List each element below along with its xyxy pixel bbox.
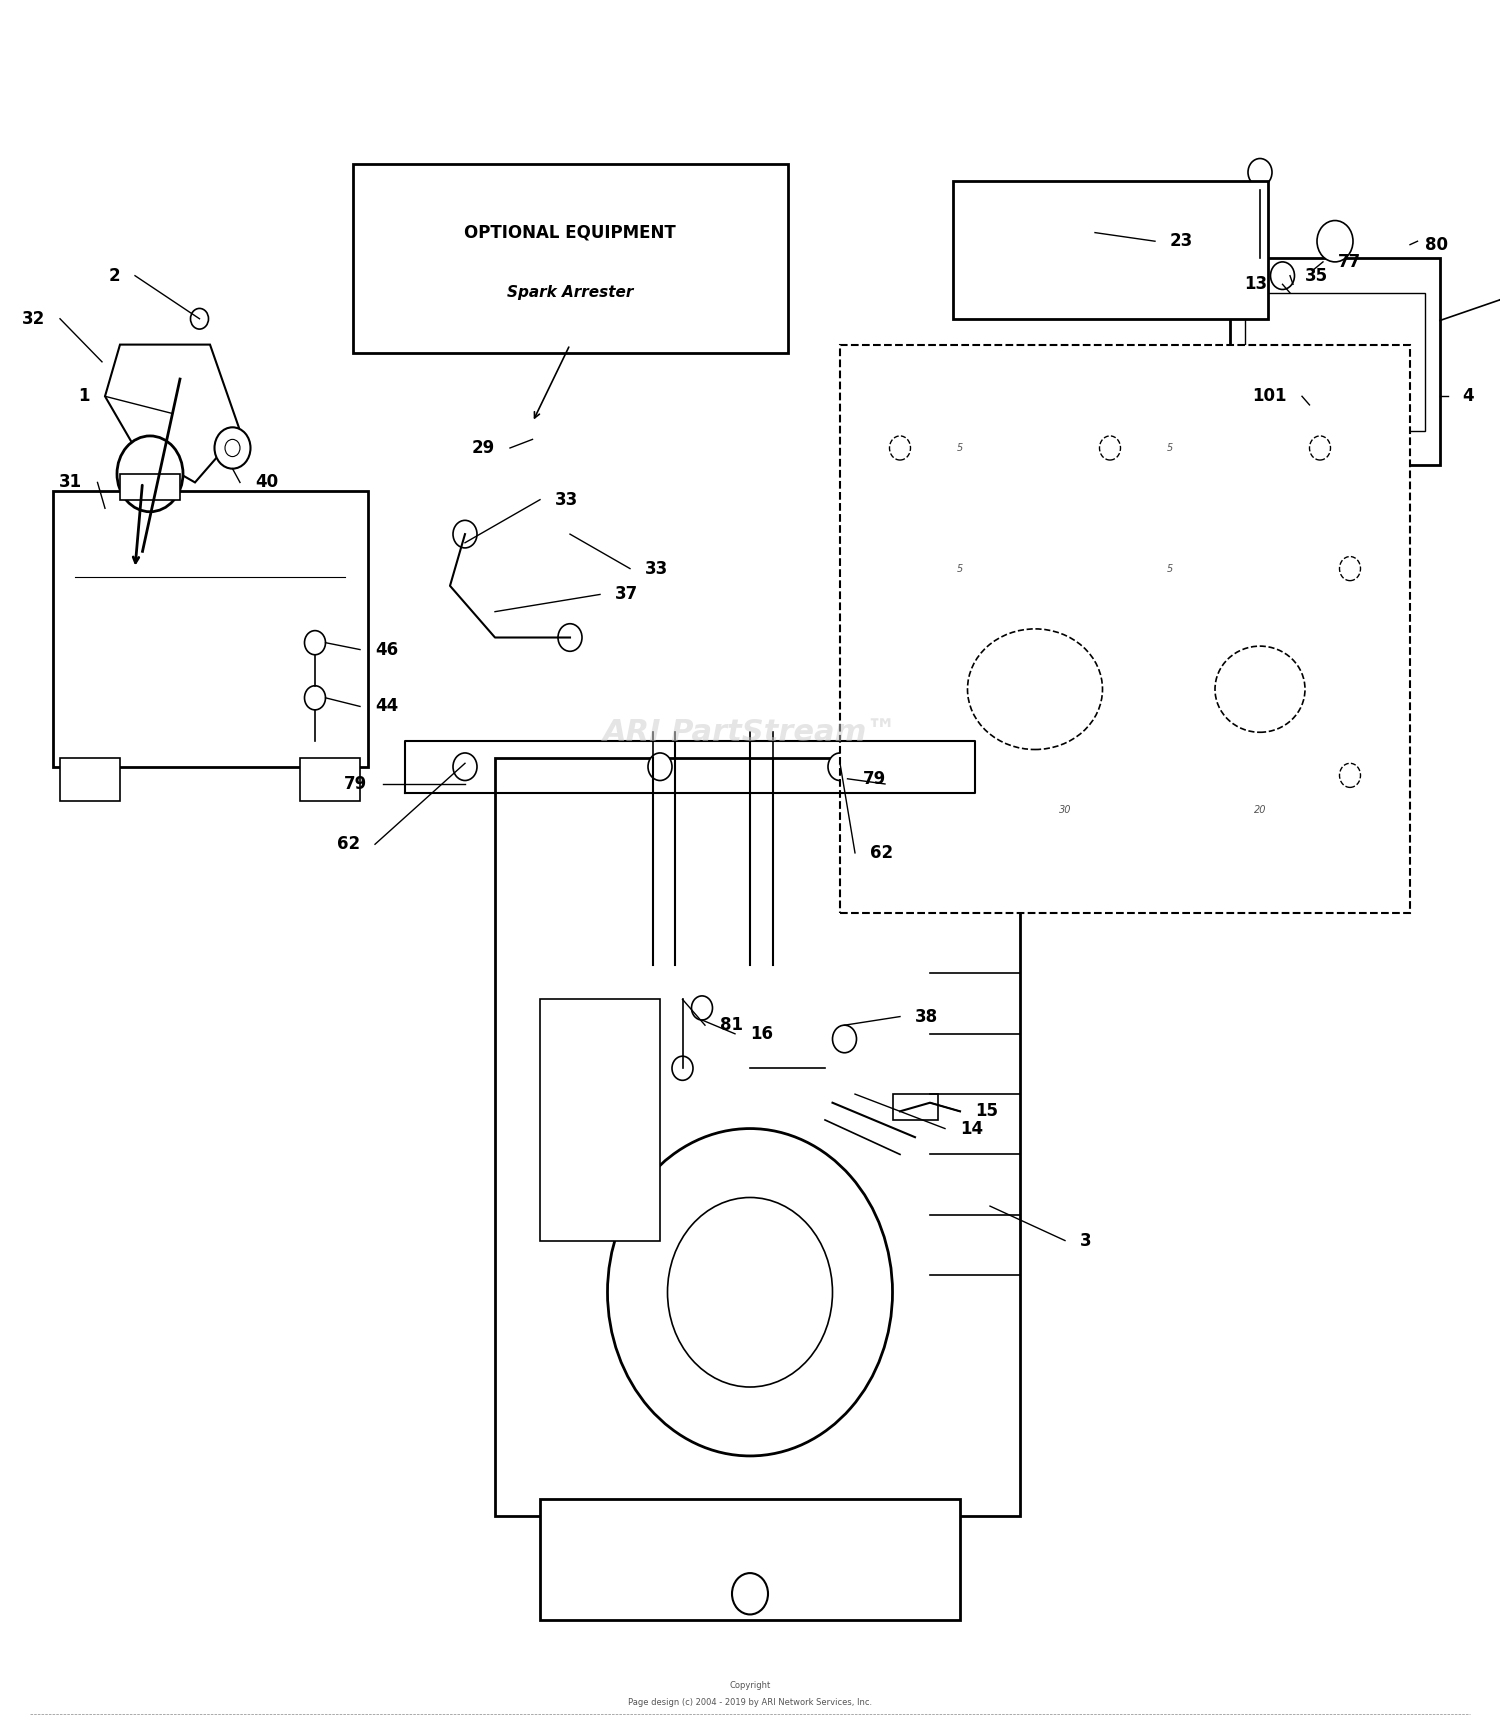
Circle shape [672, 1056, 693, 1080]
FancyBboxPatch shape [1245, 293, 1425, 431]
Circle shape [214, 427, 250, 469]
FancyBboxPatch shape [540, 1499, 960, 1620]
Circle shape [304, 686, 326, 710]
Text: 81: 81 [720, 1017, 742, 1034]
FancyBboxPatch shape [60, 758, 120, 801]
Circle shape [453, 753, 477, 781]
Text: 3: 3 [1080, 1232, 1092, 1249]
Text: 5: 5 [1167, 563, 1173, 574]
Circle shape [1270, 262, 1294, 289]
Text: 1: 1 [78, 388, 90, 405]
Text: 46: 46 [375, 641, 398, 658]
Text: 23: 23 [1170, 233, 1194, 250]
Text: 77: 77 [1338, 253, 1362, 271]
Text: 62: 62 [870, 844, 892, 862]
FancyBboxPatch shape [540, 999, 660, 1241]
Text: 33: 33 [555, 491, 579, 508]
FancyBboxPatch shape [892, 1094, 938, 1120]
FancyBboxPatch shape [300, 758, 360, 801]
FancyBboxPatch shape [495, 758, 1020, 1516]
Text: 40: 40 [255, 474, 278, 491]
Text: 2: 2 [108, 267, 120, 284]
Circle shape [692, 996, 712, 1020]
Text: Copyright: Copyright [729, 1680, 771, 1690]
Circle shape [1340, 557, 1360, 581]
Text: 5: 5 [1167, 443, 1173, 453]
Circle shape [1340, 763, 1360, 787]
Text: 79: 79 [344, 775, 368, 793]
Circle shape [1248, 159, 1272, 186]
Text: 32: 32 [21, 310, 45, 327]
Text: OPTIONAL EQUIPMENT: OPTIONAL EQUIPMENT [464, 224, 676, 241]
Ellipse shape [968, 629, 1102, 750]
FancyBboxPatch shape [952, 181, 1268, 319]
Circle shape [117, 436, 183, 512]
Text: 20: 20 [1254, 805, 1266, 815]
Text: Page design (c) 2004 - 2019 by ARI Network Services, Inc.: Page design (c) 2004 - 2019 by ARI Netwo… [628, 1697, 872, 1707]
Text: 4: 4 [1462, 388, 1474, 405]
Text: 5: 5 [957, 443, 963, 453]
Text: 80: 80 [1425, 236, 1448, 253]
Text: 101: 101 [1252, 388, 1287, 405]
Polygon shape [105, 345, 240, 482]
Text: 44: 44 [375, 698, 399, 715]
Circle shape [833, 1025, 856, 1053]
Circle shape [304, 631, 326, 655]
Text: 16: 16 [750, 1025, 772, 1042]
Circle shape [453, 520, 477, 548]
Circle shape [648, 753, 672, 781]
Text: 29: 29 [471, 439, 495, 457]
Text: 37: 37 [615, 586, 639, 603]
Text: 30: 30 [1059, 805, 1071, 815]
Text: 38: 38 [915, 1008, 938, 1025]
Text: 79: 79 [862, 770, 885, 787]
Text: 31: 31 [60, 474, 82, 491]
Circle shape [903, 753, 927, 781]
Text: Spark Arrester: Spark Arrester [507, 286, 633, 300]
Ellipse shape [1215, 646, 1305, 732]
Text: 15: 15 [975, 1103, 998, 1120]
FancyBboxPatch shape [120, 474, 180, 500]
Circle shape [732, 1573, 768, 1614]
Circle shape [668, 1197, 832, 1387]
Circle shape [558, 624, 582, 651]
Circle shape [608, 1129, 892, 1456]
Circle shape [828, 753, 852, 781]
Text: ARI PartStream™: ARI PartStream™ [603, 718, 897, 746]
Circle shape [1310, 436, 1330, 460]
FancyBboxPatch shape [53, 491, 368, 767]
Text: 35: 35 [1305, 267, 1328, 284]
Text: 62: 62 [338, 836, 360, 853]
FancyBboxPatch shape [352, 164, 788, 353]
Text: 14: 14 [960, 1120, 982, 1137]
Text: 13: 13 [1245, 276, 1268, 293]
Text: 5: 5 [957, 563, 963, 574]
Circle shape [890, 436, 910, 460]
Text: 33: 33 [645, 560, 669, 577]
FancyBboxPatch shape [1230, 258, 1440, 465]
Circle shape [225, 439, 240, 457]
FancyBboxPatch shape [840, 345, 1410, 913]
Circle shape [1293, 495, 1332, 539]
Circle shape [190, 308, 208, 329]
Circle shape [1317, 221, 1353, 262]
Circle shape [1100, 436, 1120, 460]
